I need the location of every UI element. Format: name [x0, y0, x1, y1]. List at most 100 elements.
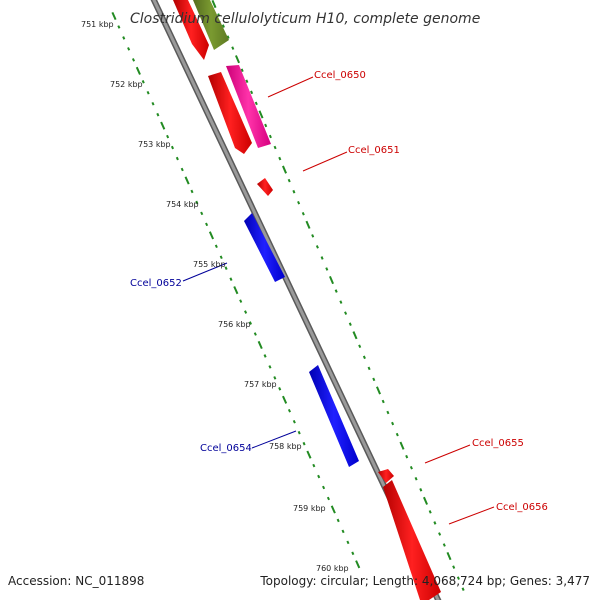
gene-label-ccel-0652[interactable]: Ccel_0652: [130, 278, 182, 289]
minor-tick: [190, 189, 194, 194]
minor-tick: [358, 344, 362, 349]
genome-title: Clostridium cellulolyticum H10, complete…: [130, 11, 480, 27]
gene-label-ccel-0654[interactable]: Ccel_0654: [200, 443, 252, 454]
minor-tick: [381, 399, 385, 404]
tick-label: 752 kbp: [110, 80, 143, 89]
leader-ccel-0650: [267, 76, 314, 98]
minor-tick: [292, 189, 296, 194]
major-tick: [399, 441, 405, 450]
minor-tick: [409, 465, 413, 470]
minor-tick: [127, 47, 131, 51]
unlabeled-gene-arrow[interactable]: [173, 0, 209, 60]
minor-tick: [170, 145, 175, 150]
gene-label-ccel-0655[interactable]: Ccel_0655: [472, 438, 524, 449]
major-tick: [282, 165, 287, 174]
minor-tick: [367, 366, 371, 371]
minor-tick: [273, 376, 277, 380]
minor-tick: [224, 266, 228, 270]
gene-arrow-ccel-0650[interactable]: [226, 65, 271, 148]
gene-label-ccel-0650[interactable]: Ccel_0650: [314, 70, 366, 81]
leader-ccel-0656: [448, 506, 495, 525]
gene-label-ccel-0651[interactable]: Ccel_0651: [348, 145, 400, 156]
minor-tick: [264, 123, 268, 128]
minor-tick: [146, 90, 150, 95]
leader-ccel-0652: [182, 262, 228, 282]
gene-features: [173, 0, 441, 600]
minor-tick: [175, 156, 179, 161]
minor-tick: [372, 377, 376, 382]
minor-tick: [428, 510, 432, 514]
minor-tick: [456, 576, 460, 580]
major-tick: [355, 560, 361, 569]
minor-tick: [301, 212, 305, 216]
minor-tick: [141, 80, 145, 84]
minor-tick: [326, 496, 330, 501]
major-tick: [352, 331, 358, 340]
gene-arrow-ccel-0655[interactable]: [378, 469, 394, 483]
minor-tick: [117, 25, 121, 29]
minor-tick: [297, 430, 301, 435]
major-tick: [233, 286, 239, 295]
major-tick: [258, 110, 264, 119]
minor-tick: [433, 521, 437, 525]
minor-tick: [362, 355, 366, 360]
small-gene-arrow[interactable]: [257, 178, 273, 196]
tick-label: 751 kbp: [81, 20, 114, 29]
minor-tick: [302, 441, 306, 446]
olive-feature-block[interactable]: [193, 0, 229, 50]
minor-tick: [253, 332, 257, 336]
major-tick: [208, 231, 215, 240]
minor-tick: [263, 354, 267, 358]
leader-ccel-0655: [424, 444, 471, 464]
major-tick: [184, 176, 190, 185]
gene-label-ccel-0656[interactable]: Ccel_0656: [496, 502, 548, 513]
minor-tick: [461, 587, 465, 591]
minor-tick: [122, 36, 126, 40]
major-tick: [257, 340, 263, 350]
major-tick: [111, 11, 117, 21]
major-tick: [211, 0, 217, 9]
minor-tick: [231, 46, 235, 50]
minor-tick: [217, 13, 221, 17]
major-tick: [305, 220, 311, 229]
tick-label: 759 kbp: [293, 504, 326, 513]
gene-arrow-ccel-0654[interactable]: [309, 365, 359, 467]
minor-tick: [336, 518, 340, 523]
minor-tick: [200, 211, 204, 216]
minor-tick: [287, 178, 291, 183]
major-tick: [446, 551, 452, 561]
minor-tick: [391, 421, 395, 426]
major-tick: [235, 55, 240, 64]
minor-tick: [239, 299, 243, 303]
minor-tick: [312, 463, 316, 468]
major-tick: [376, 386, 381, 395]
minor-tick: [205, 222, 209, 227]
label-leaders: [182, 76, 495, 525]
genome-summary-text: Topology: circular; Length: 4,068,724 bp…: [260, 574, 590, 588]
major-tick: [423, 496, 428, 505]
minor-tick: [245, 79, 249, 84]
minor-tick: [348, 322, 352, 326]
major-tick: [329, 275, 334, 285]
major-tick: [135, 66, 141, 75]
minor-tick: [438, 532, 442, 536]
gene-arrow-ccel-0652[interactable]: [244, 213, 285, 282]
minor-tick: [166, 134, 170, 139]
gene-arrow-ccel-0651[interactable]: [208, 72, 252, 154]
minor-tick: [273, 145, 277, 150]
gene-arrow-ccel-0656[interactable]: [383, 480, 441, 600]
major-tick: [306, 450, 312, 459]
minor-tick: [131, 58, 136, 62]
minor-tick: [229, 277, 233, 281]
minor-tick: [317, 474, 321, 479]
minor-tick: [292, 419, 296, 424]
major-tick: [282, 395, 288, 404]
minor-tick: [248, 321, 252, 325]
minor-tick: [341, 529, 345, 534]
leader-ccel-0651: [302, 151, 348, 172]
tick-label: 758 kbp: [269, 442, 302, 451]
gene-labels: Ccel_0650 Ccel_0651 Ccel_0652 Ccel_0654 …: [130, 70, 548, 513]
minor-tick: [240, 68, 244, 73]
major-tick: [330, 505, 336, 514]
